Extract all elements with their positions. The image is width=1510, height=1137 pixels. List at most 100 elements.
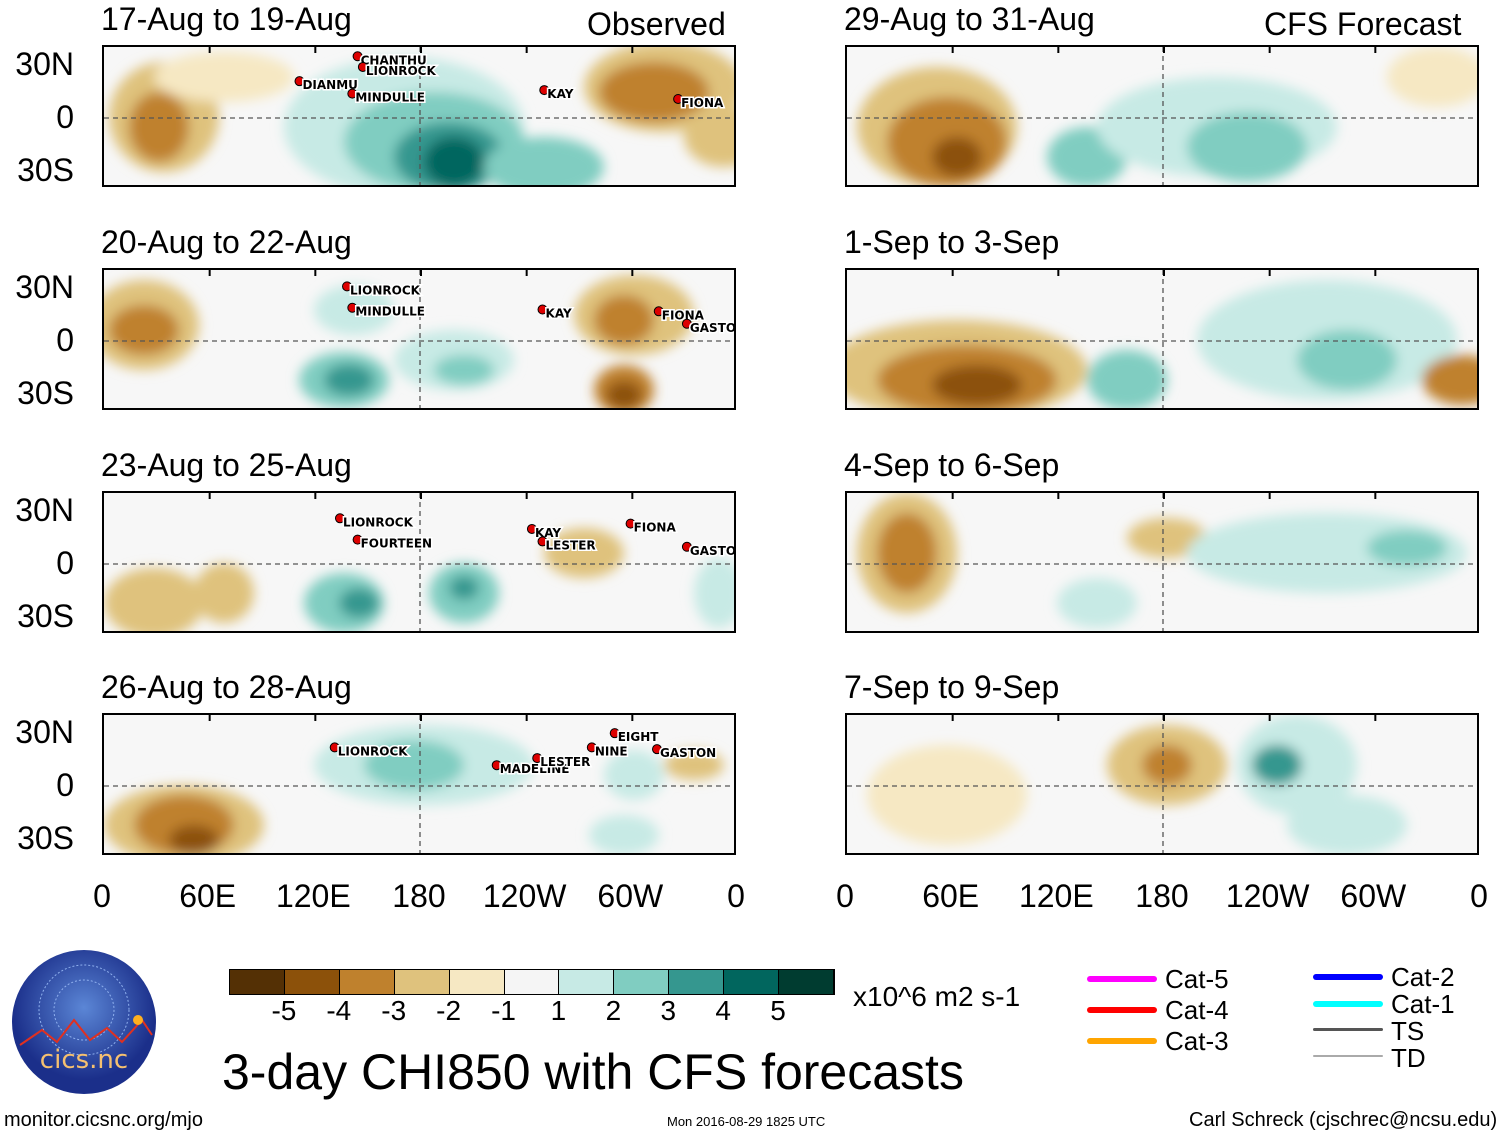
storm-marker [586,742,597,753]
anomaly-contour [339,588,379,618]
lat-label: 0 [56,99,74,135]
anomaly-contour [599,62,709,122]
colorbar-tick-label: -1 [491,995,516,1026]
observed-map-panel: LIONROCKFOURTEENKAYLESTERFIONAGASTON [102,491,736,633]
colorbar-tick-label: -2 [436,995,462,1026]
anomaly-contour [1187,112,1307,182]
colorbar-swatch [559,970,615,994]
anomaly-contour [877,513,937,593]
storm-label: MINDULLE [355,91,425,105]
storm-label: DIANMU [302,78,357,92]
observed-map-panel: CHANTHU LIONROCK DIANMU MINDULLE KAY FIONA [102,45,736,187]
forecast-label: CFS Forecast [1264,6,1462,42]
anomaly-contour [589,815,659,853]
storm-marker [334,513,345,524]
panel-title: 20-Aug to 22-Aug [101,224,352,260]
colorbar-swatch [230,970,285,994]
storm-label: FIONA [662,308,705,322]
forecast-map-panel [845,713,1479,855]
colorbar-swatch [394,970,450,994]
observed-map-panel: LIONROCK MINDULLE KAY FIONAGASTON [102,268,736,410]
storm-label: GASTON [660,746,716,760]
anomaly-contour [424,137,484,185]
forecast-map-panel [845,491,1479,633]
legend-swatch-cat-4 [1087,1007,1157,1013]
panel-title: 1-Sep to 3-Sep [844,224,1060,260]
anomaly-contour [684,107,734,167]
storm-label: MINDULLE [355,305,425,319]
anomaly-contour [867,745,1027,845]
legend-label: Cat-1 [1391,989,1455,1019]
storm-marker [539,85,550,96]
lon-label: 180 [1135,878,1189,914]
colorbar-tick-label: -4 [326,995,352,1026]
colorbar-swatch [449,970,505,994]
anomaly-contour [694,558,734,628]
legend-label: Cat-2 [1391,962,1455,992]
storm-marker [294,76,305,87]
anomaly-contour [169,825,219,853]
anomaly-contour [104,568,204,631]
lon-label: 60W [597,878,664,914]
cics-logo: cics.nc [12,950,157,1095]
anomaly-contour [932,137,982,177]
lon-label: 60E [922,878,980,914]
lon-label: 120W [1225,878,1310,914]
storm-marker [537,304,548,315]
panel-title: 26-Aug to 28-Aug [101,669,352,705]
storm-label: LESTER [546,538,596,552]
lat-label: 0 [56,322,74,358]
colorbar-swatch [779,970,834,994]
storm-label: LIONROCK [343,515,414,529]
lon-label: 180 [392,878,446,914]
legend-label: TD [1391,1043,1426,1073]
storm-marker [491,760,502,771]
footer-url[interactable]: monitor.cicsnc.org/mjo [4,1109,203,1131]
storm-label: LESTER [540,755,590,769]
figure-title: 3-day CHI850 with CFS forecasts [222,1044,964,1100]
storm-label: KAY [547,87,573,101]
forecast-map-panel [845,268,1479,410]
anomaly-contour [1387,47,1477,107]
legend-swatch-td [1313,1055,1383,1057]
anomaly-contour [109,305,179,355]
storm-marker [651,744,662,755]
lon-label: 120W [482,878,567,914]
legend-label: TS [1391,1016,1425,1046]
anomaly-contour [434,355,494,385]
anomaly-contour [1287,795,1407,853]
anomaly-contour [324,364,374,396]
panel-title: 29-Aug to 31-Aug [844,1,1095,37]
anomaly-contour [449,576,479,600]
anomaly-contour [594,295,654,345]
storm-marker [532,753,543,764]
colorbar-swatch [284,970,340,994]
lon-label: 120E [275,878,351,914]
colorbar-tick-label: -3 [381,995,407,1026]
anomaly-contour [606,381,642,408]
storm-label: FIONA [634,521,677,535]
storm-marker [625,518,636,529]
storm-label: MADELINE [500,762,570,776]
storm-label: GASTON [690,321,736,335]
lat-label: 30N [15,492,74,528]
lat-label: 30S [17,152,74,188]
lat-label: 0 [56,767,74,803]
storm-label: FOURTEEN [361,537,432,551]
observed-map-panel: LIONROCK MADELINE LESTER NINE EIGHT GASTON [102,713,736,855]
lat-label: 0 [56,545,74,581]
panel-title: 23-Aug to 25-Aug [101,447,352,483]
storm-label: LIONROCK [366,64,437,78]
anomaly-contour [484,137,604,185]
colorbar-tick-label: 3 [660,995,677,1026]
colorbar-swatch [724,970,780,994]
lon-label: 60E [179,878,237,914]
storm-marker [673,93,684,104]
storm-label: LIONROCK [350,283,421,297]
storm-label: KAY [546,307,572,321]
lon-label: 0 [1470,878,1488,914]
colorbar [229,969,835,995]
storm-marker [347,302,358,313]
anomaly-contour [932,365,1022,405]
